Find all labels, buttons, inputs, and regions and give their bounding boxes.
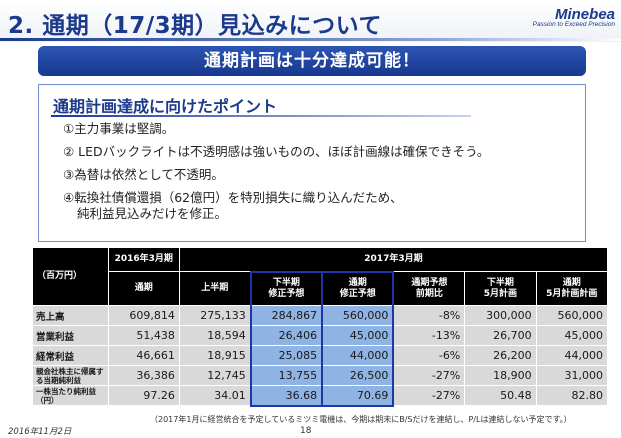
table-cell: 25,085 xyxy=(249,345,324,366)
table-cell: 34.01 xyxy=(178,385,252,406)
row-label: 一株当たり純利益（円） xyxy=(32,385,109,406)
table-row: 一株当たり純利益（円） 97.26 34.01 36.68 70.69 -27%… xyxy=(32,385,609,407)
table-cell: 45,000 xyxy=(535,325,609,346)
table-cell: 50.48 xyxy=(464,385,537,406)
title-band xyxy=(0,0,621,42)
table-cell: 26,500 xyxy=(321,365,395,386)
table-cell: 45,000 xyxy=(321,325,395,346)
table-cell: 560,000 xyxy=(535,305,609,326)
table-cell: 609,814 xyxy=(107,305,180,326)
table-cell: -27% xyxy=(392,365,466,386)
table-cell: 44,000 xyxy=(535,345,609,366)
table-cell: 46,661 xyxy=(107,345,180,366)
point-item: ①主力事業は堅調。 xyxy=(63,121,175,136)
table-cell: 26,700 xyxy=(464,325,537,346)
table-cell: 18,915 xyxy=(178,345,252,366)
logo-tagline: Passion to Exceed Precision xyxy=(532,21,615,28)
column-header: 通期予想 前期比 xyxy=(392,271,466,306)
table-cell: 13,755 xyxy=(249,365,324,386)
forecast-table: （百万円） 2016年3月期 2017年3月期 通期 上半期 下半期 修正予想 … xyxy=(32,247,609,407)
footer-date: 2016年11月2日 xyxy=(8,427,72,437)
column-header: 下半期 修正予想 xyxy=(249,270,324,306)
column-header: 通期 5月計画計画 xyxy=(535,271,609,306)
column-header: 下半期 5月計画 xyxy=(464,271,537,306)
company-logo: Minebea Passion to Exceed Precision xyxy=(515,6,615,28)
table-cell: -6% xyxy=(392,345,466,366)
table-cell: 275,133 xyxy=(178,305,252,326)
table-cell: 560,000 xyxy=(321,305,395,326)
row-label: 営業利益 xyxy=(32,325,109,346)
points-heading-rule xyxy=(51,115,471,117)
column-header: 上半期 xyxy=(178,271,252,306)
table-cell: 26,200 xyxy=(464,345,537,366)
table-cell: 82.80 xyxy=(535,385,609,406)
point-item: ④転換社債償還損（62億円）を特別損失に織り込んだため、 xyxy=(63,190,403,205)
page-number: 18 xyxy=(300,426,312,436)
table-row: 親会社株主に帰属する当期純利益 36,386 12,745 13,755 26,… xyxy=(32,365,609,386)
table-cell: 300,000 xyxy=(464,305,537,326)
table-cell: 12,745 xyxy=(178,365,252,386)
logo-wordmark: Minebea xyxy=(554,6,615,23)
unit-label: （百万円） xyxy=(32,247,109,306)
points-box: 通期計画達成に向けたポイント ①主力事業は堅調。 ② LEDバックライトは不透明… xyxy=(38,84,586,242)
table-cell: 31,000 xyxy=(535,365,609,386)
table-cell: 18,594 xyxy=(178,325,252,346)
header-fy2017: 2017年3月期 xyxy=(178,247,609,272)
points-heading: 通期計画達成に向けたポイント xyxy=(53,97,278,116)
point-item: ③為替は依然として不透明。 xyxy=(63,167,224,182)
table-cell: 51,438 xyxy=(107,325,180,346)
headline-banner: 通期計画は十分達成可能！ xyxy=(38,46,586,76)
column-header: 通期 xyxy=(107,271,180,306)
row-label: 経常利益 xyxy=(32,345,109,366)
row-label: 売上高 xyxy=(32,305,109,326)
table-cell: 97.26 xyxy=(107,385,180,406)
table-cell: 36.68 xyxy=(249,385,324,407)
row-label: 親会社株主に帰属する当期純利益 xyxy=(32,365,109,386)
table-cell: 26,406 xyxy=(249,325,324,346)
table-cell: 18,900 xyxy=(464,365,537,386)
table-cell: 284,867 xyxy=(249,305,324,326)
header-fy2016: 2016年3月期 xyxy=(107,247,180,272)
table-row: 経常利益 46,661 18,915 25,085 44,000 -6% 26,… xyxy=(32,345,609,366)
title-divider xyxy=(0,38,621,41)
points-list: ①主力事業は堅調。 ② LEDバックライトは不透明感は強いものの、ほぼ計画線は確… xyxy=(63,121,573,229)
table-row: 営業利益 51,438 18,594 26,406 45,000 -13% 26… xyxy=(32,325,609,346)
table-cell: 44,000 xyxy=(321,345,395,366)
table-cell: 70.69 xyxy=(321,385,395,407)
table-cell: -8% xyxy=(392,305,466,326)
point-item: 純利益見込みだけを修正。 xyxy=(77,206,228,221)
point-item: ② LEDバックライトは不透明感は強いものの、ほぼ計画線は確保できそう。 xyxy=(63,144,490,159)
page-title: 2. 通期（17/3期）見込みについて xyxy=(8,13,382,39)
table-row: 売上高 609,814 275,133 284,867 560,000 -8% … xyxy=(32,305,609,326)
column-header: 通期 修正予想 xyxy=(321,270,395,306)
footnote: （2017年1月に経営統合を予定しているミツミ電機は、今期は期末にB/Sだけを連… xyxy=(150,415,572,424)
table-cell: -27% xyxy=(392,385,466,406)
table-cell: -13% xyxy=(392,325,466,346)
table-cell: 36,386 xyxy=(107,365,180,386)
